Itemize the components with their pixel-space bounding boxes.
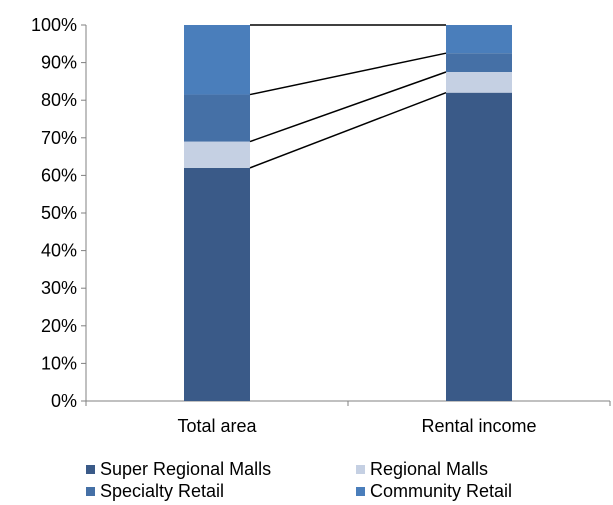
legend-item: Community Retail [356, 480, 586, 502]
connector-line [249, 91, 447, 169]
y-tick-label: 80% [41, 90, 77, 110]
y-tick-label: 0% [51, 391, 77, 411]
bar-segment [446, 72, 512, 93]
bar-segment [446, 92, 512, 402]
bar-segment [184, 94, 250, 142]
legend-swatch [356, 464, 365, 474]
chart-plot: 0% 10% 20% 30% 40% 50% 60% 70% 80% 90% 100% Total a… [31, 15, 611, 436]
legend-item: Super Regional Malls [86, 458, 356, 480]
legend-label: Community Retail [370, 481, 513, 501]
connector-line [249, 71, 447, 143]
x-tick-label: Rental income [421, 416, 536, 436]
y-tick-label: 10% [41, 353, 77, 373]
legend-swatch [86, 486, 95, 496]
legend-label: Regional Malls [370, 459, 489, 479]
bar-segment [446, 53, 512, 72]
bar-segment [184, 167, 250, 401]
y-tick-label: 100% [31, 15, 77, 35]
y-tick-label: 60% [41, 165, 77, 185]
bar-segment [446, 25, 512, 54]
y-tick-label: 40% [41, 241, 77, 261]
x-tick-label: Total area [177, 416, 257, 436]
legend-swatch [86, 464, 95, 474]
legend-label: Specialty Retail [100, 481, 225, 501]
y-tick-label: 30% [41, 278, 77, 298]
y-tick-label: 90% [41, 53, 77, 73]
legend-item: Regional Malls [356, 458, 586, 480]
legend-label: Super Regional Malls [100, 459, 272, 479]
y-tick-label: 70% [41, 128, 77, 148]
chart-legend: Super Regional Malls Regional Malls Specia… [86, 458, 586, 502]
y-tick-label: 50% [41, 203, 77, 223]
bar-segment [184, 141, 250, 168]
legend-item: Specialty Retail [86, 480, 356, 502]
bar-segment [184, 25, 250, 95]
y-tick-label: 20% [41, 316, 77, 336]
legend-swatch [356, 486, 365, 496]
connector-line [249, 52, 447, 96]
